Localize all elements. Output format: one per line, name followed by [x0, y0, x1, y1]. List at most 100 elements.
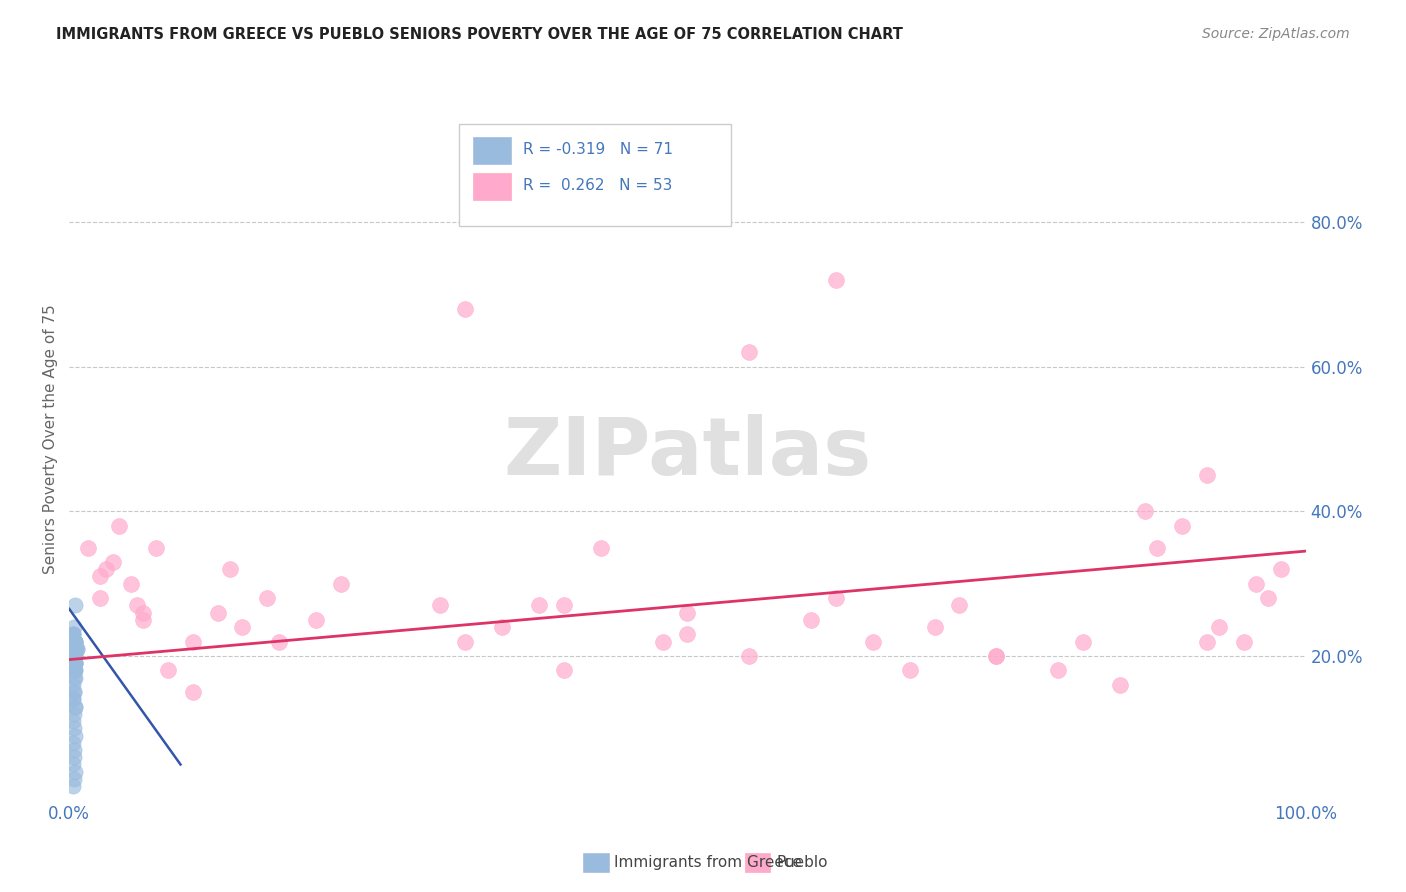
- Point: [62, 779, 84, 793]
- Point: [924, 620, 946, 634]
- Bar: [458, 125, 731, 226]
- Point: [63, 743, 86, 757]
- Point: [63, 657, 86, 671]
- Point: [1257, 591, 1279, 606]
- Point: [63, 671, 86, 685]
- Point: [63, 634, 86, 648]
- Point: [824, 273, 846, 287]
- Point: [65, 664, 87, 678]
- Point: [1233, 634, 1256, 648]
- Point: [676, 627, 699, 641]
- Point: [1171, 518, 1194, 533]
- Point: [651, 634, 673, 648]
- Point: [676, 606, 699, 620]
- Point: [65, 634, 87, 648]
- Point: [1109, 678, 1132, 692]
- Point: [1244, 576, 1267, 591]
- Point: [101, 555, 124, 569]
- Point: [62, 664, 84, 678]
- Point: [63, 664, 86, 678]
- Point: [62, 641, 84, 656]
- Point: [62, 692, 84, 706]
- Point: [63, 648, 86, 663]
- Point: [65, 634, 87, 648]
- Point: [986, 648, 1008, 663]
- Point: [89, 591, 111, 606]
- Point: [120, 576, 142, 591]
- Point: [132, 613, 155, 627]
- Point: [527, 599, 550, 613]
- Point: [107, 518, 129, 533]
- Point: [1270, 562, 1292, 576]
- Point: [1195, 468, 1218, 483]
- Point: [62, 714, 84, 728]
- Point: [62, 757, 84, 772]
- Point: [76, 541, 98, 555]
- Point: [62, 736, 84, 750]
- Point: [256, 591, 278, 606]
- Point: [96, 562, 118, 576]
- Point: [65, 641, 87, 656]
- Point: [429, 599, 451, 613]
- Point: [62, 648, 84, 663]
- Point: [89, 569, 111, 583]
- Point: [491, 620, 513, 634]
- Point: [62, 648, 84, 663]
- Point: [1208, 620, 1230, 634]
- Point: [862, 634, 884, 648]
- Point: [948, 599, 970, 613]
- Point: [65, 657, 87, 671]
- Point: [986, 648, 1008, 663]
- Point: [65, 764, 87, 779]
- Point: [231, 620, 253, 634]
- Point: [63, 657, 86, 671]
- Point: [62, 678, 84, 692]
- Point: [63, 620, 86, 634]
- Point: [65, 599, 87, 613]
- Point: [65, 634, 87, 648]
- Text: IMMIGRANTS FROM GREECE VS PUEBLO SENIORS POVERTY OVER THE AGE OF 75 CORRELATION : IMMIGRANTS FROM GREECE VS PUEBLO SENIORS…: [56, 27, 903, 42]
- Point: [65, 671, 87, 685]
- Point: [63, 648, 86, 663]
- Point: [62, 692, 84, 706]
- Point: [553, 664, 575, 678]
- Text: R = -0.319   N = 71: R = -0.319 N = 71: [523, 142, 673, 156]
- Point: [1047, 664, 1070, 678]
- Point: [1071, 634, 1094, 648]
- Point: [269, 634, 291, 648]
- Point: [157, 664, 180, 678]
- Point: [63, 685, 86, 699]
- Point: [800, 613, 823, 627]
- Point: [65, 634, 87, 648]
- Point: [65, 699, 87, 714]
- Point: [738, 648, 761, 663]
- Point: [63, 641, 86, 656]
- Point: [62, 627, 84, 641]
- Point: [65, 634, 87, 648]
- Point: [305, 613, 328, 627]
- Point: [63, 721, 86, 735]
- Text: R =  0.262   N = 53: R = 0.262 N = 53: [523, 178, 672, 193]
- Point: [207, 606, 229, 620]
- Point: [65, 657, 87, 671]
- Bar: [474, 136, 510, 164]
- Point: [62, 627, 84, 641]
- Point: [65, 641, 87, 656]
- Point: [62, 634, 84, 648]
- Point: [132, 606, 155, 620]
- Point: [145, 541, 167, 555]
- Point: [62, 657, 84, 671]
- Point: [66, 641, 89, 656]
- Point: [62, 641, 84, 656]
- Point: [62, 648, 84, 663]
- Point: [63, 648, 86, 663]
- Point: [898, 664, 921, 678]
- Point: [454, 634, 477, 648]
- Bar: [474, 173, 510, 201]
- Y-axis label: Seniors Poverty Over the Age of 75: Seniors Poverty Over the Age of 75: [44, 304, 58, 574]
- Point: [63, 772, 86, 786]
- Point: [65, 664, 87, 678]
- Point: [62, 664, 84, 678]
- Point: [65, 699, 87, 714]
- Point: [65, 657, 87, 671]
